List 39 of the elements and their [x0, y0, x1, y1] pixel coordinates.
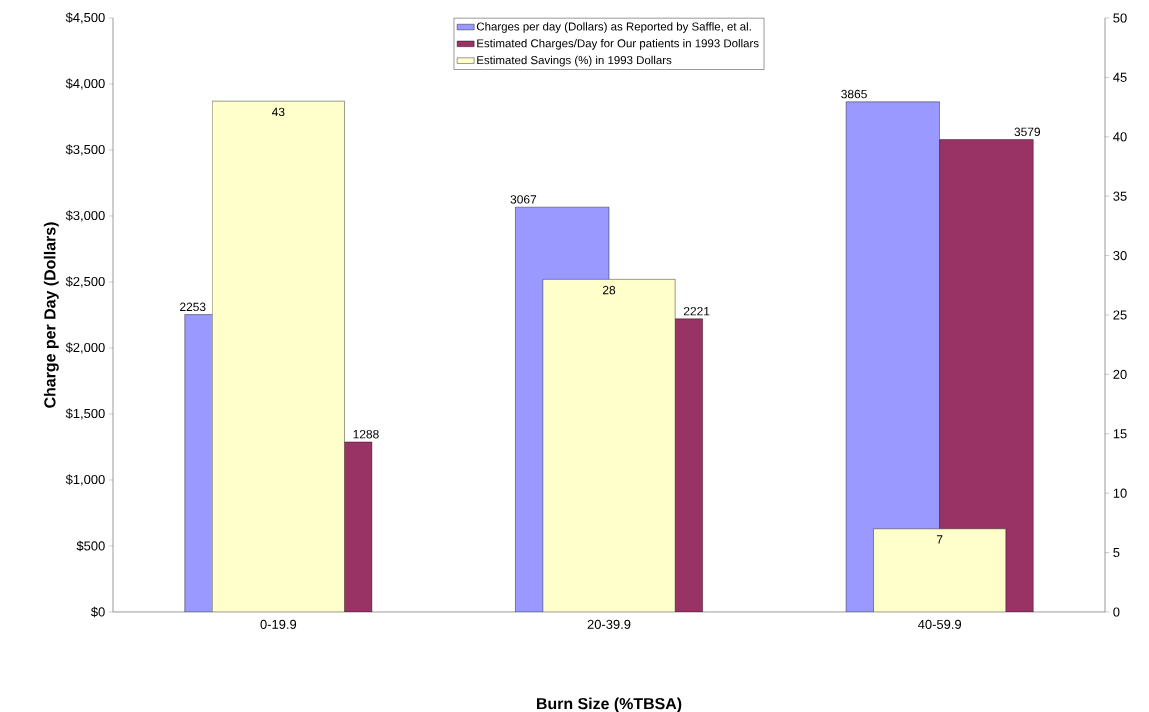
y-tick-label: $4,000: [65, 78, 105, 90]
y2-tick-label: 30: [1113, 251, 1127, 261]
data-label: 3579: [1014, 127, 1041, 137]
x-tick-label: 40-59.9: [918, 619, 962, 629]
data-label: 1288: [353, 429, 379, 439]
y-tick-label: $2,500: [65, 276, 105, 288]
bar: [873, 528, 1007, 612]
data-label: 7: [936, 535, 943, 544]
y2-tick-label: 50: [1113, 13, 1127, 23]
y-tick-label: $500: [76, 540, 105, 552]
legend-label: Estimated Savings (%) in 1993 Dollars: [477, 55, 672, 67]
y-tick-label: $0: [90, 606, 105, 618]
y-tick-label: $3,500: [65, 144, 105, 156]
x-tick-label: 0-19.9: [260, 619, 297, 629]
x-tick-label: 20-39.9: [587, 619, 631, 629]
data-label: 2221: [683, 306, 710, 316]
y2-tick-label: 40: [1113, 132, 1127, 142]
data-label: 2253: [180, 302, 206, 312]
y2-tick-label: 10: [1113, 488, 1127, 498]
y-tick-label: $1,500: [65, 408, 105, 420]
y2-tick-label: 20: [1113, 369, 1127, 379]
data-label: 28: [602, 285, 616, 295]
y2-tick-label: 25: [1113, 310, 1127, 320]
y2-tick-label: 5: [1113, 548, 1120, 558]
y2-tick-label: 0: [1113, 607, 1120, 617]
data-label: 43: [271, 107, 285, 117]
y2-tick-label: 45: [1113, 72, 1127, 82]
y-tick-label: $3,000: [65, 210, 105, 222]
legend-label: Estimated Charges/Day for Our patients in 1993 Dollars: [477, 38, 759, 50]
y-tick-label: $4,500: [65, 12, 105, 24]
y2-tick-label: 35: [1113, 191, 1127, 201]
y-tick-label: $2,000: [65, 342, 105, 354]
y-axis-title: Charge per Day (Dollars): [43, 222, 59, 408]
y-tick-label: $1,000: [65, 474, 105, 486]
x-axis-title: Burn Size (%TBSA): [537, 697, 682, 712]
y2-tick-label: 15: [1113, 429, 1127, 439]
data-label: 3865: [841, 89, 867, 99]
legend-label: Charges per day (Dollars) as Reported by Saffle, et al.: [476, 22, 751, 33]
data-label: 3067: [510, 195, 537, 204]
